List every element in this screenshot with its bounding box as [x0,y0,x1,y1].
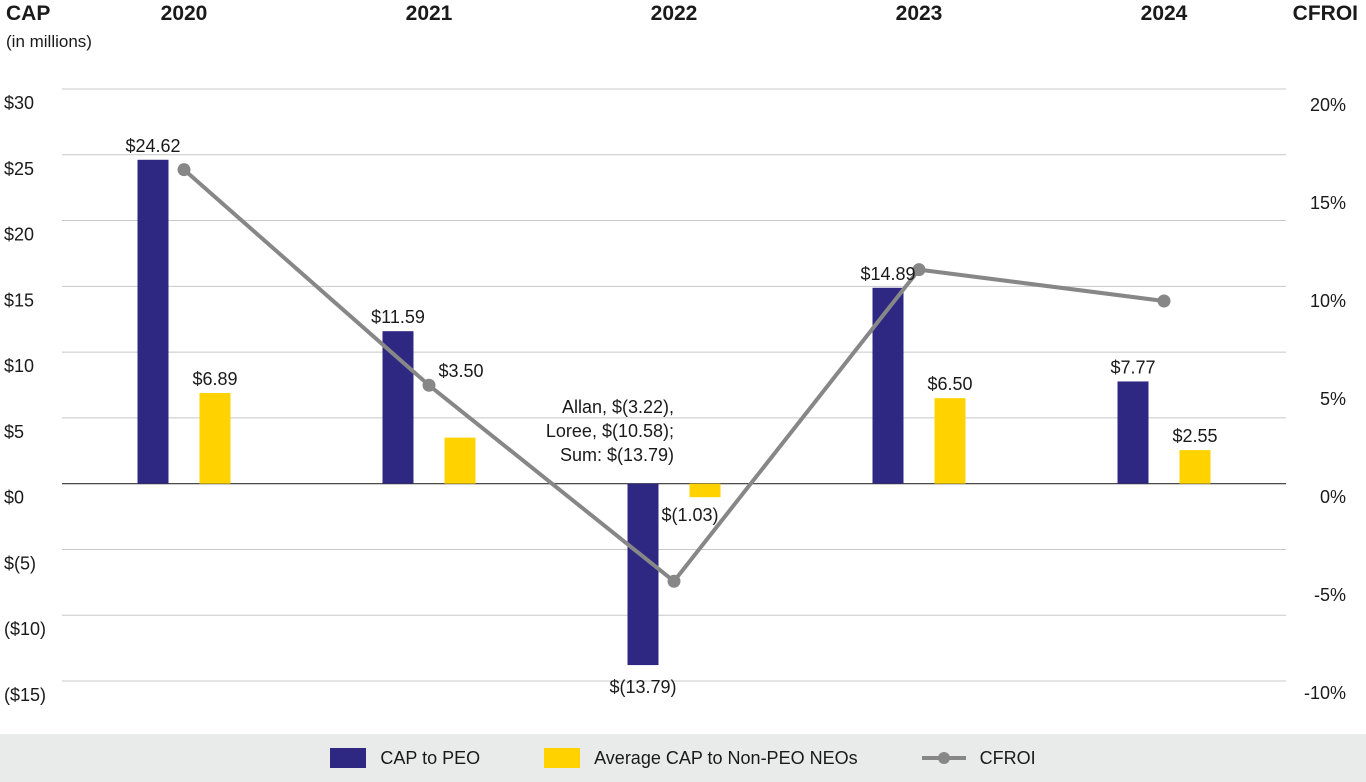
non-peo-bar [444,437,476,484]
left-tick-label: ($15) [4,685,46,705]
non-peo-data-label: $(1.03) [661,505,718,525]
non-peo-data-label: $2.55 [1172,426,1217,446]
non-peo-data-label: $6.50 [927,374,972,394]
cfroi-point [667,574,681,588]
right-axis-title: CFROI [1293,2,1358,25]
right-tick-label: -5% [1314,585,1346,605]
non-peo-data-label: $6.89 [192,369,237,389]
category-label: 2023 [896,2,943,25]
category-label: 2020 [161,2,208,25]
legend-swatch-cap-to-peo [330,748,367,768]
right-tick-label: 0% [1320,487,1346,507]
category-label: 2024 [1141,2,1188,25]
cap-to-peo-bar [382,331,414,484]
right-tick-label: 5% [1320,389,1346,409]
non-peo-bar [199,393,231,484]
left-tick-label: ($10) [4,619,46,639]
right-tick-label: 10% [1310,291,1346,311]
cfroi-point [912,263,926,277]
cap-to-peo-data-label: $11.59 [371,307,425,327]
left-axis-title: CAP [6,2,50,25]
right-tick-label: 15% [1310,193,1346,213]
legend-label-cfroi: CFROI [979,747,1036,768]
cfroi-point [1157,294,1171,308]
legend-item-cfroi: CFROI [921,747,1036,769]
left-axis-subtitle: (in millions) [6,32,92,51]
legend-swatch-cfroi [921,748,966,768]
category-label: 2022 [651,2,698,25]
left-tick-label: $15 [4,290,34,310]
right-tick-label: -10% [1304,683,1346,703]
annotation-line: Allan, $(3.22), [562,397,674,417]
non-peo-bar [689,483,721,498]
cap-to-peo-data-label: $7.77 [1110,357,1155,377]
category-label: 2021 [406,2,453,25]
cap-to-peo-bar [1117,381,1149,484]
left-tick-label: $10 [4,356,34,376]
cfroi-point [177,163,191,177]
non-peo-bar [934,398,966,484]
annotation-line: Loree, $(10.58); [546,421,674,441]
left-tick-label: $(5) [4,553,36,573]
annotation-line: Sum: $(13.79) [560,445,674,465]
legend-item-non-peo: Average CAP to Non-PEO NEOs [544,747,858,769]
left-tick-label: $5 [4,422,24,442]
cap-to-peo-bar [872,287,904,484]
left-tick-label: $30 [4,93,34,113]
legend: CAP to PEO Average CAP to Non-PEO NEOs C… [0,734,1366,782]
legend-swatch-non-peo [544,748,581,768]
cap-to-peo-data-label: $24.62 [125,136,180,156]
cap-to-peo-bar [137,159,169,484]
left-tick-label: $25 [4,159,34,179]
legend-label-cap-to-peo: CAP to PEO [380,747,481,768]
left-tick-label: $20 [4,225,34,245]
legend-item-cap-to-peo: CAP to PEO [330,748,480,769]
cfroi-point [422,378,436,392]
non-peo-bar [1179,450,1211,484]
cap-to-peo-data-label: $(13.79) [609,677,676,697]
right-tick-label: 20% [1310,95,1346,115]
legend-label-non-peo: Average CAP to Non-PEO NEOs [594,747,858,768]
left-tick-label: $0 [4,488,24,508]
cap-to-peo-bar [627,483,659,666]
non-peo-data-label: $3.50 [438,361,483,381]
cap-to-peo-data-label: $14.89 [860,264,915,284]
